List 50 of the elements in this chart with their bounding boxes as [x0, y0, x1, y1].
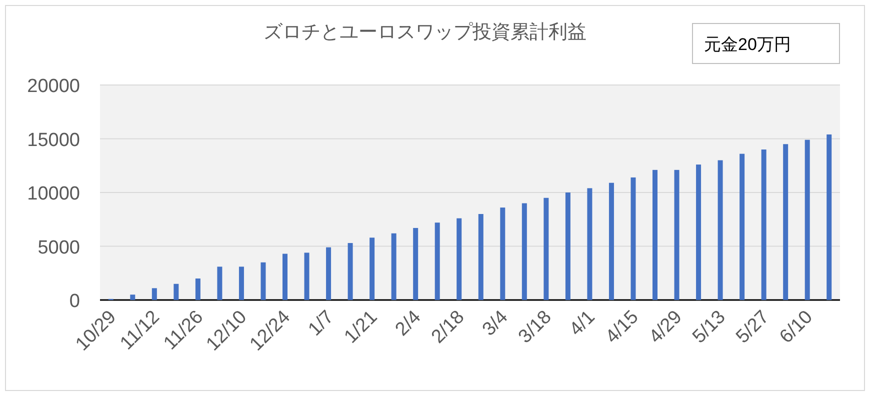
bar: [174, 284, 179, 300]
chart-title: ズロチとユーロスワップ投資累計利益: [264, 22, 586, 43]
y-tick-label: 20000: [27, 76, 80, 97]
bar: [326, 247, 332, 300]
x-tick-label: 1/7: [304, 306, 338, 340]
bar: [587, 188, 592, 300]
x-tick-label: 4/15: [602, 306, 643, 348]
bar: [195, 278, 200, 300]
x-tick-label: 4/29: [645, 306, 686, 348]
bar: [652, 170, 658, 300]
bar: [391, 233, 396, 300]
bar: [630, 177, 636, 300]
bar: [783, 144, 788, 300]
bar: [696, 164, 702, 300]
x-tick-label: 1/21: [340, 306, 382, 348]
x-tick-label: 5/13: [688, 306, 730, 348]
x-tick-label: 2/4: [392, 306, 426, 340]
y-tick-label: 0: [69, 291, 80, 312]
bar: [434, 222, 440, 300]
bar: [260, 262, 266, 300]
bar: [152, 288, 157, 300]
bar: [674, 170, 680, 300]
bar: [804, 140, 810, 300]
x-tick-label: 6/10: [776, 306, 817, 348]
bar: [413, 228, 418, 300]
bar: [500, 208, 506, 300]
bar: [740, 154, 745, 300]
bar: [544, 198, 549, 300]
bar: [565, 192, 570, 300]
bar: [217, 266, 222, 300]
bar: [718, 160, 723, 300]
bar: [304, 252, 310, 300]
y-tick-label: 5000: [38, 237, 80, 258]
bar: [826, 134, 832, 300]
bar: [478, 214, 484, 300]
text: 元金20万円: [704, 35, 791, 54]
bar: [370, 238, 375, 300]
y-tick-label: 15000: [27, 130, 80, 151]
bar: [238, 266, 244, 300]
bar: [522, 203, 527, 300]
x-tick-label: 3/4: [478, 306, 512, 340]
bar: [282, 254, 288, 300]
bar: [456, 218, 462, 300]
bar: [130, 294, 136, 300]
bar: [348, 243, 353, 300]
x-tick-label: 3/18: [514, 306, 556, 348]
bar: [761, 150, 766, 300]
x-tick-label: 4/1: [566, 306, 600, 340]
y-tick-label: 10000: [27, 184, 80, 204]
bar: [608, 182, 614, 300]
